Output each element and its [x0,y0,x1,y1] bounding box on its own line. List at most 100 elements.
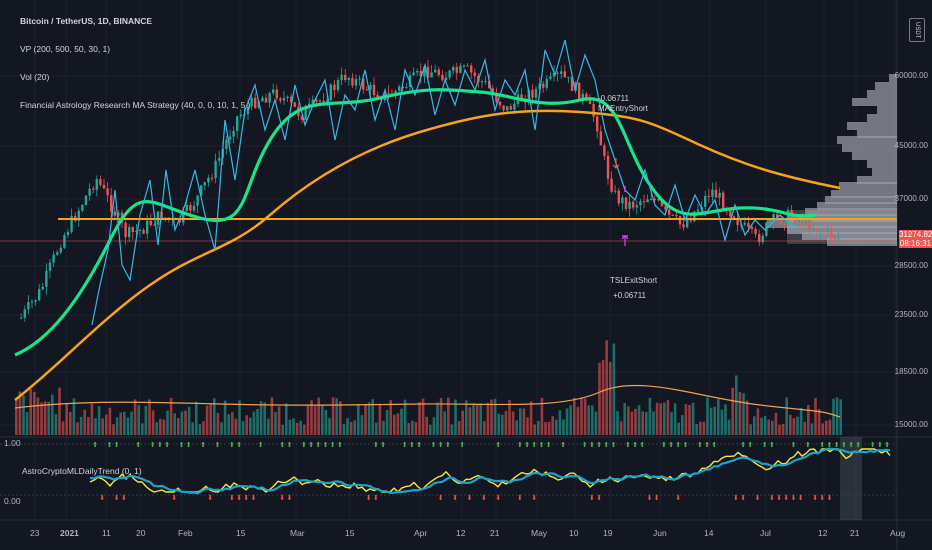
vp-indicator-label[interactable]: VP (200, 500, 50, 30, 1) [20,44,111,54]
candle-body [534,88,538,98]
candle-body [369,84,372,90]
sell-arrow: ⬇ [251,494,257,502]
volume-bar [677,422,680,435]
candle-body [419,70,422,77]
price-axis-label: 37000.00 [894,194,928,203]
volume-bar [774,412,778,435]
current-price-badge: 31274.82 08:16:31 [899,230,932,248]
sell-arrow: ⬇ [769,494,775,502]
volume-bar [627,406,630,435]
volume-bar [591,405,594,435]
volume-bar [616,411,619,435]
time-axis-label: 23 [30,528,40,538]
candle-body [81,204,84,211]
candle-body [603,145,606,156]
candle-body [837,238,840,240]
volume-bar [393,414,396,435]
candle-body [452,67,455,71]
candle-body [117,212,120,216]
buy-arrow: ⬆ [819,441,825,449]
buy-arrow: ⬆ [517,441,523,449]
volume-bar [97,406,101,435]
volume-profile-bar [852,152,897,160]
candle-body [743,222,746,225]
volume-bar [810,423,814,435]
volume-bar [227,414,230,435]
sell-arrow: ⬇ [99,494,105,502]
candle-body [128,227,131,238]
volume-bar [652,411,655,435]
volume-profile-bar [877,106,897,114]
volume-bar [670,412,673,435]
volume-bar [587,405,590,435]
candle-body [588,98,592,104]
symbol-title[interactable]: Bitcoin / TetherUS, 1D, BINANCE [20,16,153,26]
volume-profile-bar [827,238,897,246]
buy-arrow: ⬆ [639,441,645,449]
buy-arrow: ⬆ [855,441,861,449]
volume-bar [814,397,817,435]
buy-arrow: ⬆ [704,441,710,449]
candle-body [27,302,30,310]
currency-badge[interactable]: USDT [909,18,925,42]
volume-bar [357,403,360,435]
time-axis-label: 11 [102,528,111,538]
candle-body [434,69,437,73]
volume-bar [742,393,745,435]
time-axis-label: Apr [414,528,428,538]
buy-arrow: ⬆ [459,441,465,449]
volume-bar [436,402,439,435]
volume-bar [195,401,198,435]
buy-arrow: ⬆ [848,441,854,449]
candle-body [610,178,613,192]
volume-bar [745,400,749,435]
candle-body [225,139,228,149]
volume-bar [767,419,770,435]
candle-body [228,136,232,140]
oscillator-pane: ⬆⬇⬆ ⬆⬇ ⬇⬆ ⬆ ⬆ ⬆⬇⬆ ⬆ ⬆⬇⬆ ⬆⬇⬆⬇ ⬇ ⬇⬆ ⬆⬇⬆⬇⬆ ⬆ ⬆ ⬆ ⬆ ⬆⬇⬆⬇⬆ ⬆ ⬆ ⬆… [0,437,897,520]
candle-body [236,116,239,131]
candle-body [444,77,448,81]
candle-body [30,301,34,303]
candle-body [653,199,656,201]
volume-bar [234,418,238,435]
candle-body [473,72,476,76]
candle-body [822,230,826,232]
candle-body [714,189,718,198]
volume-bar [799,408,803,435]
candle-body [830,227,833,238]
volume-bar [573,397,576,435]
candle-body [412,72,415,76]
sell-arrow: ⬇ [812,494,818,502]
volume-bar [378,404,382,435]
volume-bar [526,417,529,435]
volume-bar [15,399,18,435]
volume-bar [130,411,133,435]
oscillator-label[interactable]: AstroCryptoMLDailyTrend (0, 1) [22,466,142,476]
time-axis-label: Mar [290,528,305,538]
candle-body [754,228,757,235]
volume-bar [760,417,763,435]
volume-bar [177,418,180,435]
candle-body [747,222,750,228]
volume-bar [702,421,706,435]
candle-body [556,72,559,74]
time-axis-label: 12 [818,528,828,538]
volume-bar [241,421,245,435]
candle-body [614,190,617,192]
buy-arrow: ⬆ [711,441,717,449]
candle-body [149,220,152,226]
vol-indicator-label[interactable]: Vol (20) [20,72,50,82]
sell-arrow: ⬇ [819,494,825,502]
volume-bar [637,405,641,435]
volume-bar [144,405,148,435]
strategy-indicator-label[interactable]: Financial Astrology Research MA Strategy… [20,100,251,110]
oscillator-bottom-value: 0.00 [4,496,21,506]
candle-body [192,205,196,211]
buy-arrow: ⬆ [762,441,768,449]
volume-bar [695,423,698,435]
volume-bar [61,421,65,435]
volume-bar [605,340,608,435]
candle-body [110,195,113,212]
